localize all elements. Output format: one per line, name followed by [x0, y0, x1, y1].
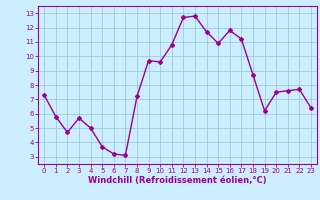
X-axis label: Windchill (Refroidissement éolien,°C): Windchill (Refroidissement éolien,°C) [88, 176, 267, 185]
